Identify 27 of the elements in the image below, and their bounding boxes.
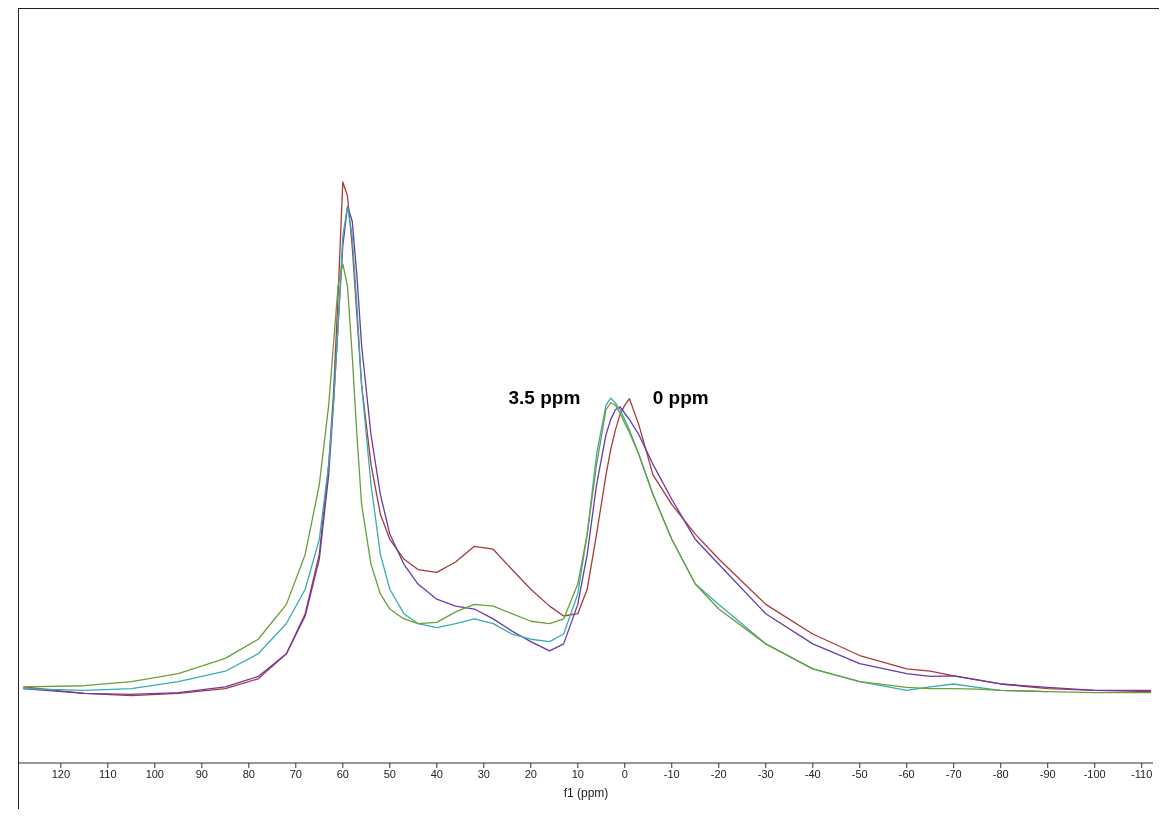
x-tick-label: -20	[710, 767, 727, 780]
annotation: 0 ppm	[652, 386, 709, 408]
x-tick-label: -80	[992, 767, 1009, 780]
x-tick-label: -100	[1083, 767, 1106, 780]
x-tick-label: -30	[757, 767, 774, 780]
x-axis-title: f1 (ppm)	[563, 786, 609, 800]
x-tick-label: -90	[1039, 767, 1056, 780]
x-tick-label: 0	[621, 767, 628, 780]
x-tick-label: 20	[524, 767, 537, 780]
x-tick-label: -50	[851, 767, 868, 780]
x-tick-label: 10	[571, 767, 584, 780]
x-tick-label: 120	[51, 767, 71, 780]
x-tick-label: -70	[945, 767, 962, 780]
x-tick-label: -110	[1131, 767, 1153, 780]
x-tick-label: 90	[195, 767, 208, 780]
x-tick-label: 70	[289, 767, 302, 780]
x-tick-label: 40	[430, 767, 443, 780]
x-tick-label: 100	[145, 767, 164, 780]
x-tick-label: 50	[383, 767, 396, 780]
x-tick-label: -60	[898, 767, 915, 780]
x-tick-label: -40	[804, 767, 821, 780]
annotation: 3.5 ppm	[508, 386, 581, 408]
x-tick-label: -10	[663, 767, 680, 780]
x-tick-label: 80	[242, 767, 255, 780]
x-tick-label: 60	[336, 767, 349, 780]
x-tick-label: 30	[477, 767, 490, 780]
x-tick-label: 110	[99, 767, 117, 780]
